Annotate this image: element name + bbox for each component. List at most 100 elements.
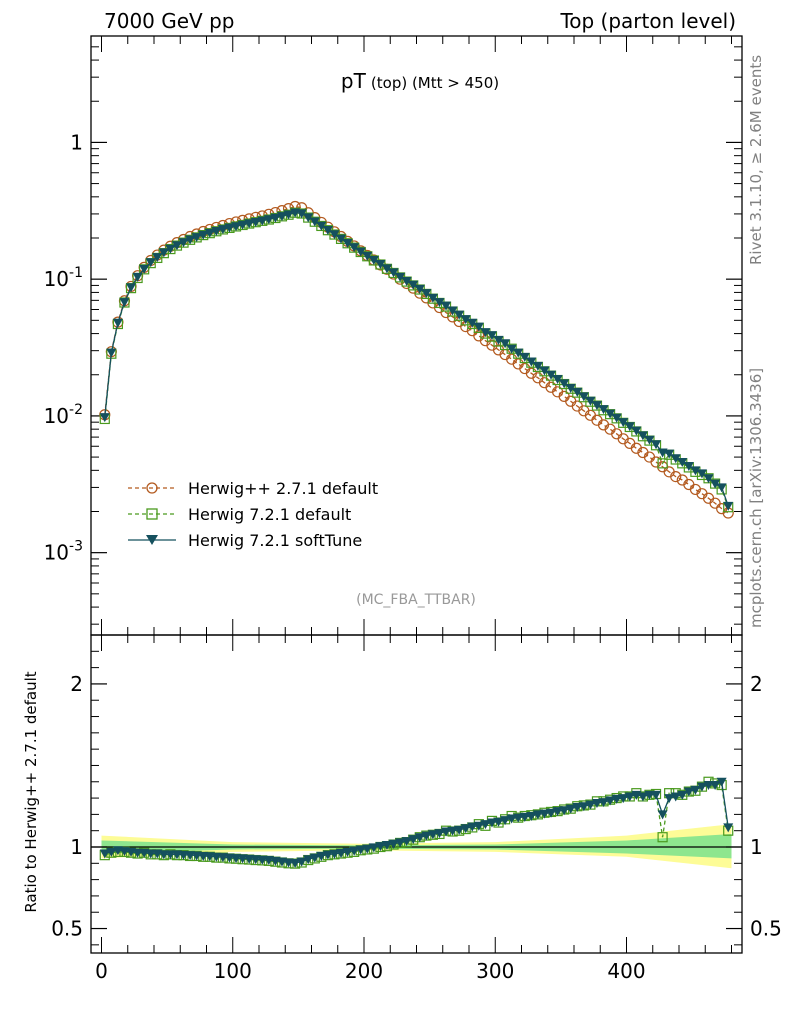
ratio-point-herwig-7-2-1-softtune bbox=[552, 807, 563, 817]
ratio-point-herwig-7-2-1-softtune bbox=[349, 846, 360, 856]
main-point-herwig-7-2-1-softtune bbox=[329, 230, 340, 240]
ratio-ytick-label-left: 1 bbox=[70, 835, 83, 859]
legend-label-softtune: Herwig 7.2.1 softTune bbox=[188, 531, 362, 550]
ratio-point-herwig-7-2-1-softtune bbox=[447, 826, 458, 836]
main-point-herwig-7-2-1-softtune bbox=[552, 375, 563, 385]
main-point-herwig-7-2-1-softtune bbox=[526, 357, 537, 367]
main-point-herwig-7-2-1-softtune bbox=[703, 474, 714, 484]
main-point-herwig-7-2-1-softtune bbox=[276, 212, 287, 222]
main-point-herwig-7-2-1-softtune bbox=[244, 219, 255, 229]
main-point-herwig-7-2-1-softtune bbox=[217, 225, 228, 235]
main-point-herwig-7-2-1-softtune bbox=[355, 247, 366, 257]
main-point-herwig-7-2-1-softtune bbox=[368, 256, 379, 266]
ratio-point-herwig-7-2-1-softtune bbox=[703, 781, 714, 791]
ratio-ytick-label-left: 0.5 bbox=[51, 917, 83, 941]
main-plot-series bbox=[99, 200, 734, 519]
main-point-herwig-7-2-1-softtune bbox=[388, 268, 399, 278]
main-point-herwig-7-2-1-softtune bbox=[126, 283, 137, 293]
ratio-point-herwig-7-2-1-softtune bbox=[454, 825, 465, 835]
main-point-herwig-7-2-1-softtune bbox=[591, 401, 602, 411]
ratio-point-herwig-7-2-1-softtune bbox=[296, 857, 307, 867]
ratio-point-herwig-7-2-1-softtune bbox=[427, 830, 438, 840]
main-point-herwig-7-2-1-softtune bbox=[224, 223, 235, 233]
main-point-herwig-7-2-1-softtune bbox=[132, 272, 143, 282]
ratio-point-herwig-7-2-1-softtune bbox=[637, 792, 648, 802]
ratio-point-herwig-7-2-1-softtune bbox=[106, 847, 117, 857]
main-point-herwig-7-2-1-softtune bbox=[198, 230, 209, 240]
main-point-herwig-7-2-1-softtune bbox=[421, 289, 432, 299]
main-point-herwig-7-2-1-softtune bbox=[467, 318, 478, 328]
ratio-point-herwig-7-2-1-softtune bbox=[171, 850, 182, 860]
main-point-herwig-7-2-1-softtune bbox=[112, 318, 123, 328]
main-point-herwig-7-2-1-softtune bbox=[572, 387, 583, 397]
ratio-xtick-label: 0 bbox=[95, 959, 108, 983]
ratio-point-herwig-7-2-1-softtune bbox=[585, 800, 596, 810]
ratio-point-herwig-7-2-1-softtune bbox=[381, 841, 392, 851]
main-point-herwig-7-2-1-softtune bbox=[427, 293, 438, 303]
main-point-herwig-7-2-1-softtune bbox=[611, 413, 622, 423]
ratio-point-herwig-7-2-1-softtune bbox=[526, 812, 537, 822]
ratio-point-herwig-7-2-1-softtune bbox=[473, 821, 484, 831]
ratio-point-herwig-7-2-1-softtune bbox=[237, 854, 248, 864]
main-plot-axes: 1 10-1 10-2 10-3 bbox=[44, 35, 742, 635]
legend-marker-herwig7 bbox=[146, 508, 158, 520]
main-point-herwig-7-2-1-softtune bbox=[303, 213, 314, 223]
main-ytick-label: 10-1 bbox=[44, 265, 83, 291]
ratio-point-herwig-7-2-1-softtune bbox=[244, 854, 255, 864]
main-point-herwig-7-2-1-softtune bbox=[565, 384, 576, 394]
ratio-point-herwig-7-2-1-softtune bbox=[99, 849, 110, 859]
ratio-xtick-label: 400 bbox=[607, 959, 645, 983]
main-point-herwig-7-2-1-softtune bbox=[106, 348, 117, 358]
main-point-herwig-7-2-1-softtune bbox=[473, 322, 484, 332]
main-point-herwig-7-2-1-softtune bbox=[637, 431, 648, 441]
main-point-herwig-7-2-1-softtune bbox=[546, 370, 557, 380]
ratio-point-herwig-7-2-1-softtune bbox=[191, 851, 202, 861]
main-point-herwig-7-2-1-softtune bbox=[178, 238, 189, 248]
main-point-herwig-7-2-1-softtune bbox=[263, 215, 274, 225]
ratio-point-herwig-7-2-1-softtune bbox=[362, 844, 373, 854]
ratio-point-herwig-7-2-1-softtune bbox=[651, 790, 662, 800]
main-point-herwig-7-2-1-softtune bbox=[381, 264, 392, 274]
ratio-point-herwig-7-2-1-softtune bbox=[539, 809, 550, 819]
main-point-herwig-7-2-1-softtune bbox=[185, 235, 196, 245]
main-point-herwig-7-2-1-softtune bbox=[119, 298, 130, 308]
ratio-ytick-label-left: 2 bbox=[70, 672, 83, 696]
main-point-herwig-7-2-1-softtune bbox=[204, 228, 215, 238]
ratio-point-herwig-7-2-1-softtune bbox=[532, 810, 543, 820]
ratio-point-herwig-7-2-1-softtune bbox=[342, 847, 353, 857]
ratio-xtick-label: 300 bbox=[476, 959, 514, 983]
ratio-point-herwig-7-2-1-softtune bbox=[401, 837, 412, 847]
main-point-herwig-7-2-1-softtune bbox=[362, 251, 373, 261]
main-point-herwig-7-2-1-softtune bbox=[532, 361, 543, 371]
ratio-point-herwig-7-2-1-softtune bbox=[158, 850, 169, 860]
ratio-point-herwig-7-2-1-softtune bbox=[657, 810, 668, 820]
main-point-herwig-7-2-1-softtune bbox=[539, 366, 550, 376]
main-point-herwig-7-2-1-softtune bbox=[237, 220, 248, 230]
main-point-herwig-7-2-1-softtune bbox=[644, 435, 655, 445]
legend-entry-softtune: Herwig 7.2.1 softTune bbox=[128, 531, 362, 550]
plot-title-main: pT bbox=[341, 69, 367, 93]
main-point-herwig-7-2-1-softtune bbox=[250, 217, 261, 227]
main-point-herwig-7-2-1-softtune bbox=[408, 280, 419, 290]
ratio-point-herwig-7-2-1-softtune bbox=[690, 785, 701, 795]
ratio-point-herwig-7-2-1-softtune bbox=[329, 849, 340, 859]
ratio-point-herwig-7-2-1-softtune bbox=[506, 814, 517, 824]
main-point-herwig-7-2-1-softtune bbox=[283, 210, 294, 220]
ratio-point-herwig-7-2-1-softtune bbox=[591, 798, 602, 808]
ratio-point-herwig-7-2-1-softtune bbox=[716, 777, 727, 787]
ratio-band-inner bbox=[101, 833, 732, 859]
main-point-herwig-7-2-1-softtune bbox=[296, 209, 307, 219]
main-point-herwig-7-2-1-softtune bbox=[145, 258, 156, 268]
ratio-point-herwig-7-2-1-softtune bbox=[290, 858, 301, 868]
main-point-herwig-7-2-1-softtune bbox=[434, 298, 445, 308]
main-point-herwig-7-2-1-softtune bbox=[618, 418, 629, 428]
ratio-point-herwig-7-2-1-softtune bbox=[500, 816, 511, 826]
main-point-herwig-7-2-1-softtune bbox=[513, 348, 524, 358]
ratio-point-herwig-7-2-1-softtune bbox=[375, 842, 386, 852]
main-point-herwig-7-2-1-softtune bbox=[670, 454, 681, 464]
ratio-point-herwig-7-2-1-softtune bbox=[414, 833, 425, 843]
ratio-point-herwig-7-2-1-softtune bbox=[217, 853, 228, 863]
plot-title-sub: (top) (Mtt > 450) bbox=[371, 74, 499, 92]
